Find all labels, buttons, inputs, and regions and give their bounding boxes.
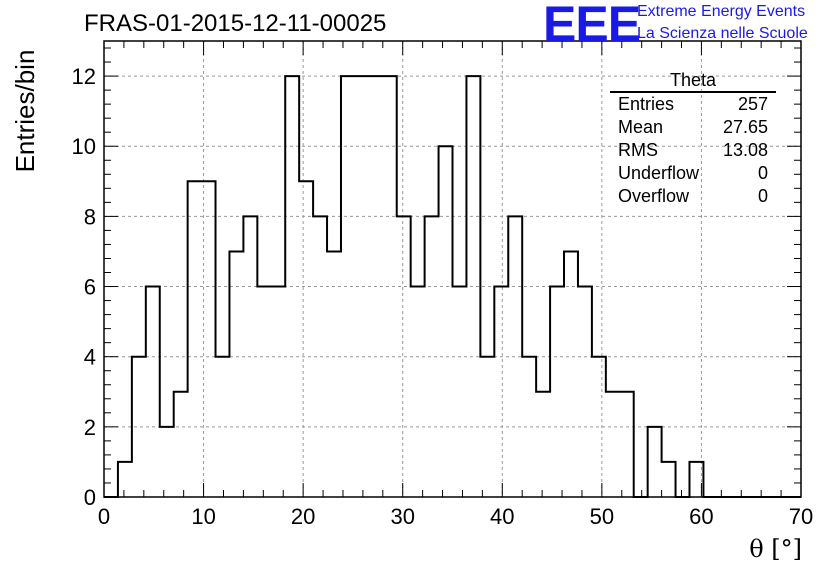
x-tick-label: 50	[590, 504, 614, 529]
eee-logo: EEE	[543, 0, 641, 52]
logo-line-1: Extreme Energy Events	[637, 3, 806, 20]
stats-label: Overflow	[618, 186, 690, 206]
stats-title: Theta	[610, 70, 776, 93]
stats-row-entries: Entries 257	[610, 93, 776, 116]
x-tick-label: 0	[98, 504, 110, 529]
y-tick-label: 6	[84, 275, 96, 300]
tick-marks	[103, 41, 802, 498]
stats-row-overflow: Overflow 0	[610, 185, 776, 208]
stats-value: 0	[757, 186, 768, 206]
stats-value: 0	[757, 163, 768, 183]
stats-label: Mean	[618, 117, 664, 137]
x-tick-label: 40	[490, 504, 514, 529]
tick-labels: 0 10 20 30 40 50 60 70 0 2 4 6 8 10 12	[72, 64, 814, 529]
stats-row-underflow: Underflow 0	[610, 162, 776, 185]
stats-value: 257	[737, 94, 768, 114]
stats-label: Underflow	[618, 163, 700, 183]
x-tick-label: 70	[789, 504, 813, 529]
y-tick-label: 10	[72, 134, 96, 159]
histogram-series	[104, 75, 801, 498]
stats-row-rms: RMS 13.08	[610, 139, 776, 162]
x-tick-label: 60	[689, 504, 713, 529]
stats-box: Theta Entries 257 Mean 27.65 RMS 13.08 U…	[610, 70, 776, 208]
y-tick-label: 4	[84, 345, 96, 370]
stats-row-mean: Mean 27.65	[610, 116, 776, 139]
stats-value: 13.08	[722, 140, 768, 160]
stats-label: RMS	[618, 140, 658, 160]
chart-title: FRAS-01-2015-12-11-00025	[84, 10, 387, 37]
axes	[103, 40, 802, 498]
y-tick-label: 8	[84, 204, 96, 229]
y-axis-label: Entries/bin	[10, 49, 40, 173]
y-tick-label: 2	[84, 415, 96, 440]
histogram-line	[104, 75, 801, 498]
stats-label: Entries	[618, 94, 675, 114]
stats-value: 27.65	[722, 117, 768, 137]
x-tick-label: 20	[291, 504, 315, 529]
x-tick-label: 10	[191, 504, 215, 529]
x-tick-label: 30	[390, 504, 414, 529]
x-axis-label: θ [°]	[749, 535, 802, 563]
plot-frame	[103, 40, 802, 498]
logo-line-2: La Scienza nelle Scuole	[637, 25, 808, 42]
y-tick-label: 0	[84, 485, 96, 510]
y-tick-label: 12	[72, 64, 96, 89]
